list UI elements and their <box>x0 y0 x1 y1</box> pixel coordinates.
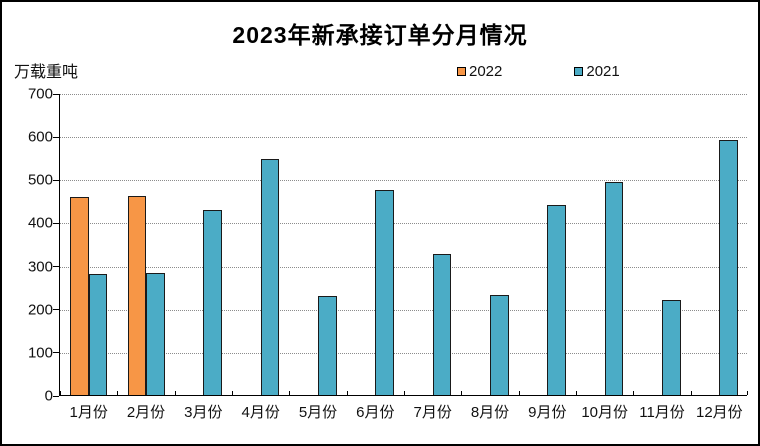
gridline-700 <box>60 94 747 95</box>
bar-2021-10月份 <box>604 182 624 395</box>
gridline-300 <box>60 266 747 268</box>
y-axis-label-200: 200 <box>27 301 53 319</box>
x-axis-tick <box>232 391 233 395</box>
legend-swatch-2021 <box>574 67 584 76</box>
y-axis-tick-700 <box>53 93 59 95</box>
y-axis-tick-200 <box>53 309 59 311</box>
x-axis-label-2月份: 2月份 <box>126 404 166 421</box>
y-axis-tick-600 <box>53 136 59 138</box>
bar-2021-9月份 <box>547 205 566 395</box>
x-axis-tick <box>117 391 119 395</box>
x-axis-label-5月份: 5月份 <box>298 404 338 421</box>
x-axis-tick <box>289 391 291 395</box>
bar-2022-1月份 <box>70 196 89 395</box>
x-axis-label-1月份: 1月份 <box>69 404 108 421</box>
bar-2021-1月份 <box>88 274 108 395</box>
x-axis-label-12月份: 12月份 <box>695 404 743 421</box>
x-axis-label-11月份: 11月份 <box>639 404 685 421</box>
x-axis-tick <box>633 391 635 395</box>
bar-2021-2月份 <box>146 273 165 395</box>
x-axis-tick <box>690 391 692 395</box>
bar-2021-7月份 <box>432 254 452 395</box>
y-axis-tick-0 <box>53 395 59 397</box>
x-axis-label-10月份: 10月份 <box>581 404 628 421</box>
bar-2021-12月份 <box>719 140 738 395</box>
y-axis-label-0: 0 <box>44 387 53 405</box>
legend: 2022 2021 <box>457 63 620 80</box>
y-axis-tick-300 <box>53 266 59 268</box>
gridline-600 <box>60 137 747 139</box>
y-axis-label-700: 700 <box>27 85 53 103</box>
bar-2021-5月份 <box>318 295 337 395</box>
y-axis-label-600: 600 <box>27 128 53 146</box>
x-axis-label-7月份: 7月份 <box>413 404 452 421</box>
legend-item-2022: 2022 <box>457 63 502 80</box>
legend-label: 2022 <box>469 63 503 80</box>
gridline-100 <box>60 352 747 354</box>
x-axis-tick <box>346 391 348 395</box>
x-axis-label-4月份: 4月份 <box>241 404 280 421</box>
y-axis-label-400: 400 <box>27 214 53 232</box>
y-axis-label-300: 300 <box>27 258 53 276</box>
x-axis-label-3月份: 3月份 <box>184 404 223 421</box>
y-axis-label-500: 500 <box>27 171 53 189</box>
legend-label: 2021 <box>586 63 620 80</box>
y-axis-unit-label: 万载重吨 <box>14 64 79 81</box>
gridline-200 <box>60 309 747 311</box>
x-axis-tick <box>576 391 577 395</box>
bar-2021-8月份 <box>490 294 509 395</box>
chart-title: 2023年新承接订单分月情况 <box>232 22 528 48</box>
x-axis-label-8月份: 8月份 <box>470 404 510 421</box>
x-axis-tick <box>461 391 463 395</box>
bar-2021-3月份 <box>203 210 222 395</box>
y-axis-tick-400 <box>53 222 59 224</box>
y-axis-tick-500 <box>53 179 59 181</box>
x-axis-tick <box>60 391 61 395</box>
bar-2021-11月份 <box>662 299 681 395</box>
x-axis-label-6月份: 6月份 <box>356 404 395 421</box>
x-axis-tick <box>518 391 520 395</box>
bar-2021-4月份 <box>260 159 280 395</box>
x-axis-label-9月份: 9月份 <box>528 404 567 421</box>
x-axis-tick <box>747 391 748 395</box>
legend-item-2021: 2021 <box>574 63 620 80</box>
x-axis-tick <box>404 391 405 395</box>
gridline-400 <box>60 223 747 225</box>
bar-2021-6月份 <box>375 190 394 395</box>
legend-swatch-2022 <box>457 67 466 76</box>
y-axis-tick-100 <box>53 352 59 354</box>
bar-2022-2月份 <box>127 195 146 395</box>
y-axis-label-100: 100 <box>27 344 53 362</box>
x-axis-tick <box>174 391 176 395</box>
plot-area: 0 100 200 300 400 500 600 700 1月份 2月份 3月份 4月份 5月份 6月份… <box>28 86 748 421</box>
gridline-500 <box>60 180 747 182</box>
